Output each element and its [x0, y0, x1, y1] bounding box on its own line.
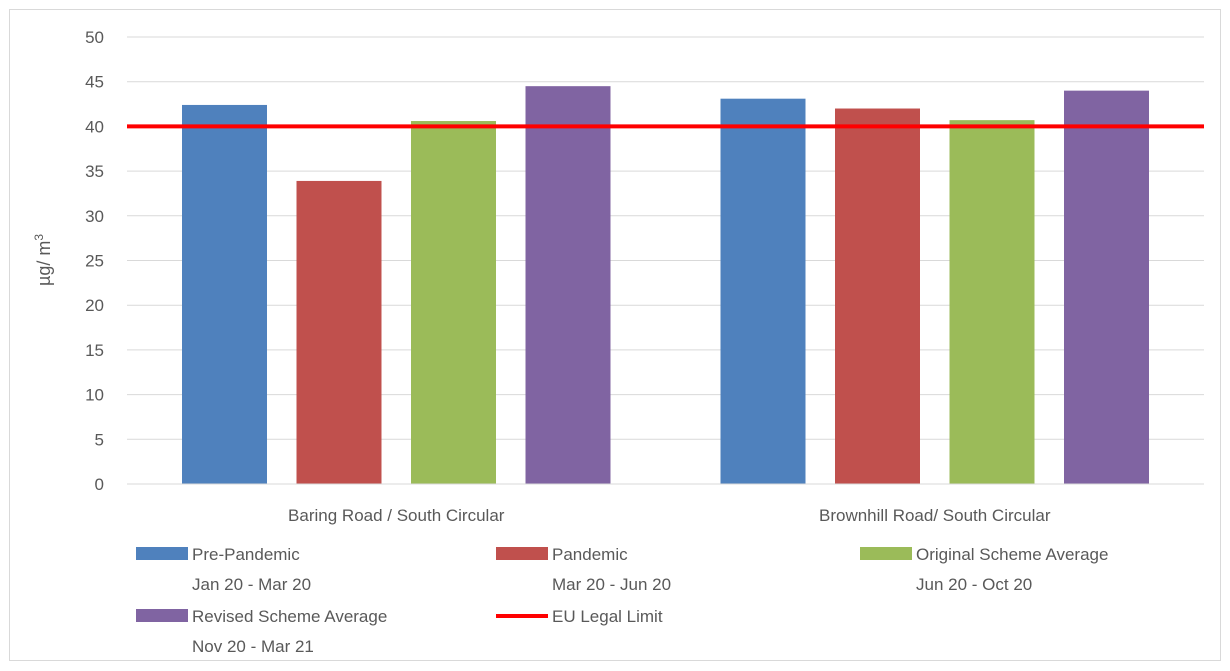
y-tick-label: 0 — [95, 475, 104, 494]
x-category-label: Brownhill Road/ South Circular — [819, 506, 1051, 525]
y-tick-label: 40 — [85, 117, 104, 136]
y-tick-label: 5 — [95, 430, 104, 449]
legend-swatch — [496, 547, 548, 560]
y-axis-ticks: 0 5 10 15 20 25 30 35 40 45 50 — [85, 28, 104, 494]
y-tick-label: 30 — [85, 207, 104, 226]
bars — [182, 86, 1149, 485]
legend-label: Pre-Pandemic — [192, 545, 300, 564]
y-tick-label: 35 — [85, 162, 104, 181]
bar-pandemic-0 — [296, 180, 382, 484]
bar-original-scheme-average-1 — [949, 120, 1035, 484]
x-category-label: Baring Road / South Circular — [288, 506, 505, 525]
legend-label: Pandemic — [552, 545, 628, 564]
legend-sublabel: Jan 20 - Mar 20 — [192, 575, 311, 594]
bar-original-scheme-average-0 — [411, 121, 496, 484]
legend-sublabel: Nov 20 - Mar 21 — [192, 637, 314, 656]
legend-label: EU Legal Limit — [552, 607, 663, 626]
y-tick-label: 10 — [85, 386, 104, 405]
y-tick-label: 45 — [85, 73, 104, 92]
bar-pre-pandemic-0 — [182, 104, 267, 484]
y-tick-label: 20 — [85, 296, 104, 315]
legend-sublabel: Jun 20 - Oct 20 — [916, 575, 1032, 594]
y-axis-label: µg/ m3 — [32, 234, 54, 286]
x-axis-categories: Baring Road / South Circular Brownhill Ro… — [288, 506, 1051, 525]
bar-revised-scheme-average-1 — [1064, 90, 1149, 484]
y-tick-label: 15 — [85, 341, 104, 360]
legend-swatch — [136, 609, 188, 622]
legend-label: Revised Scheme Average — [192, 607, 387, 626]
bar-pre-pandemic-1 — [720, 98, 806, 484]
legend-swatch — [136, 547, 188, 560]
y-tick-label: 50 — [85, 28, 104, 47]
legend-swatch — [860, 547, 912, 560]
legend: Pre-Pandemic Jan 20 - Mar 20 Pandemic Mar 2… — [136, 545, 1108, 656]
legend-sublabel: Mar 20 - Jun 20 — [552, 575, 671, 594]
bar-revised-scheme-average-0 — [525, 86, 611, 485]
legend-label: Original Scheme Average — [916, 545, 1108, 564]
y-tick-label: 25 — [85, 252, 104, 271]
bar-pandemic-1 — [835, 108, 920, 485]
